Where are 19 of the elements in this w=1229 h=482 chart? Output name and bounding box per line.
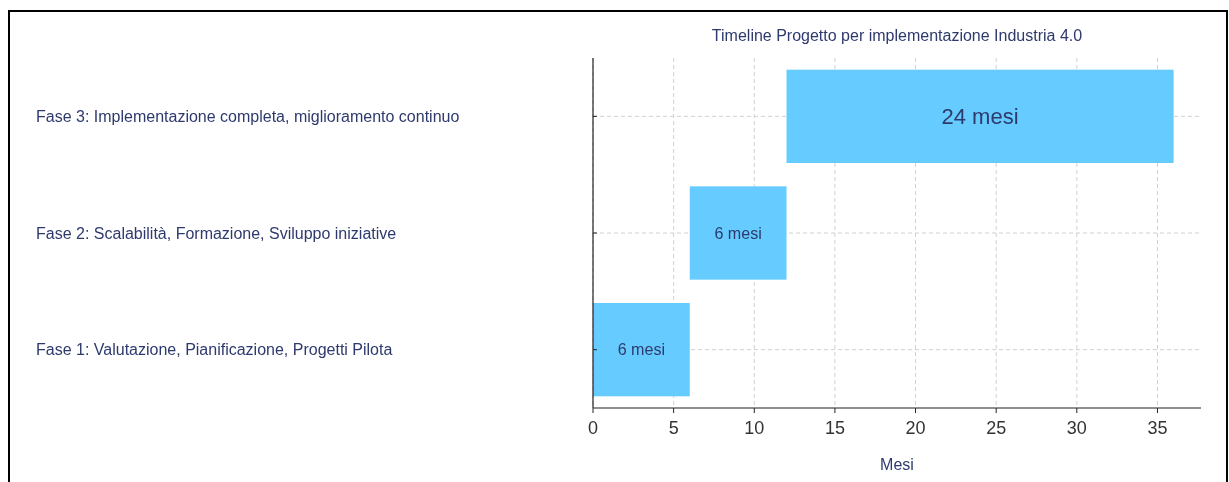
bar <box>786 69 1174 163</box>
x-tick-label: 10 <box>744 418 765 439</box>
data-label: 6 mesi <box>617 340 666 359</box>
data-label: 6 mesi <box>714 223 762 242</box>
x-tick-label: 30 <box>1066 418 1087 439</box>
bar <box>689 186 787 280</box>
x-tick-label: 35 <box>1147 418 1168 439</box>
data-label: 24 mesi <box>941 104 1019 130</box>
x-tick-label: 5 <box>668 418 679 439</box>
x-tick-label: 0 <box>587 418 599 439</box>
x-axis-title: Mesi <box>880 455 914 473</box>
x-tick-label: 15 <box>824 418 845 439</box>
y-tick-label: Fase 2: Scalabilità, Formazione, Sviluppo iniziative <box>36 224 397 242</box>
bar <box>593 303 690 397</box>
y-tick-label: Fase 3: Implementazione completa, miglioramento continuo <box>36 107 460 125</box>
x-tick-label: 20 <box>905 418 926 439</box>
y-tick-label: Fase 1: Valutazione, Pianificazione, Progetti Pilota <box>36 341 393 359</box>
x-tick-label: 25 <box>986 418 1007 439</box>
chart-title: Timeline Progetto per implementazione Industria 4.0 <box>711 26 1083 44</box>
